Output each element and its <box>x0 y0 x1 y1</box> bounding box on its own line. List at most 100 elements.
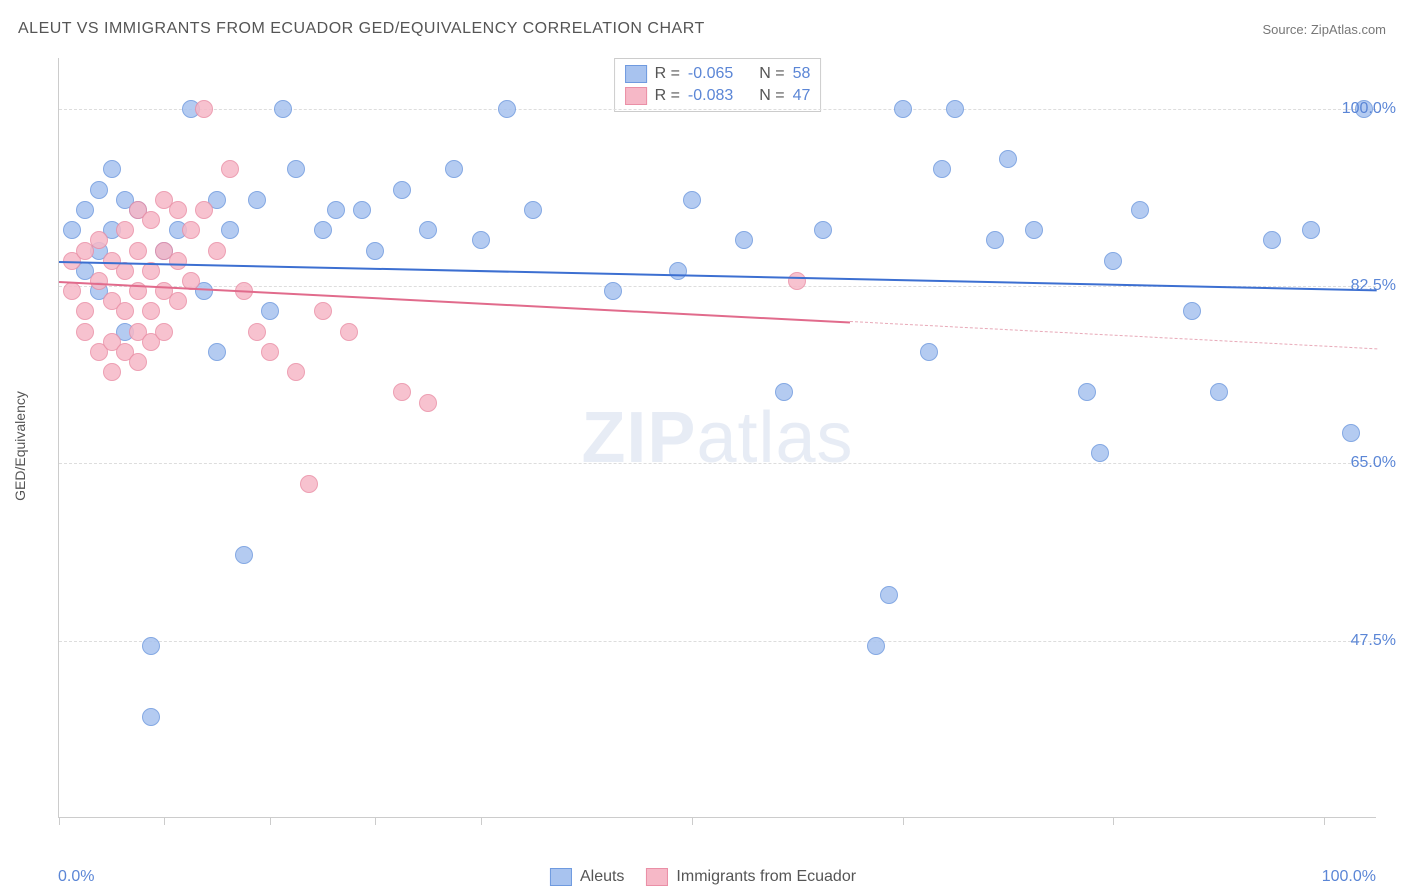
legend-swatch <box>550 868 572 886</box>
x-tick <box>481 817 482 825</box>
y-tick-label: 65.0% <box>1351 454 1396 472</box>
data-point <box>669 262 687 280</box>
data-point <box>788 272 806 290</box>
x-tick-label-min: 0.0% <box>58 868 94 886</box>
legend-swatch <box>646 868 668 886</box>
data-point <box>393 383 411 401</box>
data-point <box>894 100 912 118</box>
data-point <box>775 383 793 401</box>
legend-stat-row: R =-0.065N =58 <box>625 63 811 85</box>
watermark: ZIPatlas <box>581 397 853 479</box>
data-point <box>419 394 437 412</box>
legend-swatch <box>625 87 647 105</box>
data-point <box>169 252 187 270</box>
data-point <box>1302 221 1320 239</box>
x-tick <box>375 817 376 825</box>
watermark-rest: atlas <box>696 398 853 478</box>
r-value: -0.083 <box>688 87 733 105</box>
data-point <box>248 323 266 341</box>
data-point <box>129 353 147 371</box>
x-tick <box>164 817 165 825</box>
data-point <box>393 181 411 199</box>
data-point <box>999 150 1017 168</box>
x-tick-label-max: 100.0% <box>1322 868 1376 886</box>
data-point <box>1342 424 1360 442</box>
data-point <box>116 302 134 320</box>
data-point <box>274 100 292 118</box>
data-point <box>261 302 279 320</box>
x-tick <box>59 817 60 825</box>
data-point <box>208 343 226 361</box>
legend-stats: R =-0.065N =58R =-0.083N =47 <box>614 58 822 112</box>
legend-swatch <box>625 65 647 83</box>
data-point <box>604 282 622 300</box>
data-point <box>300 475 318 493</box>
data-point <box>116 221 134 239</box>
gridline <box>59 641 1376 642</box>
data-point <box>814 221 832 239</box>
data-point <box>498 100 516 118</box>
data-point <box>169 201 187 219</box>
data-point <box>142 211 160 229</box>
data-point <box>261 343 279 361</box>
data-point <box>986 231 1004 249</box>
watermark-bold: ZIP <box>581 398 696 478</box>
legend-series: Aleuts Immigrants from Ecuador <box>550 868 856 886</box>
data-point <box>63 282 81 300</box>
r-label: R = <box>655 65 680 83</box>
data-point <box>946 100 964 118</box>
data-point <box>340 323 358 341</box>
data-point <box>142 302 160 320</box>
legend-item: Aleuts <box>550 868 624 886</box>
data-point <box>419 221 437 239</box>
data-point <box>1078 383 1096 401</box>
n-value: 58 <box>793 65 811 83</box>
chart-container: ALEUT VS IMMIGRANTS FROM ECUADOR GED/EQU… <box>0 0 1406 892</box>
y-axis-label: GED/Equivalency <box>12 391 28 501</box>
data-point <box>103 363 121 381</box>
data-point <box>76 201 94 219</box>
data-point <box>195 100 213 118</box>
x-tick <box>1324 817 1325 825</box>
data-point <box>155 323 173 341</box>
y-tick-label: 47.5% <box>1351 632 1396 650</box>
legend-stat-row: R =-0.083N =47 <box>625 85 811 107</box>
data-point <box>63 221 81 239</box>
data-point <box>1104 252 1122 270</box>
legend-item: Immigrants from Ecuador <box>646 868 856 886</box>
x-tick <box>270 817 271 825</box>
data-point <box>169 292 187 310</box>
gridline <box>59 463 1376 464</box>
data-point <box>287 160 305 178</box>
data-point <box>129 242 147 260</box>
data-point <box>287 363 305 381</box>
data-point <box>76 323 94 341</box>
legend-label: Immigrants from Ecuador <box>676 868 856 886</box>
data-point <box>314 221 332 239</box>
chart-title: ALEUT VS IMMIGRANTS FROM ECUADOR GED/EQU… <box>18 20 705 38</box>
data-point <box>314 302 332 320</box>
data-point <box>182 221 200 239</box>
data-point <box>90 231 108 249</box>
data-point <box>920 343 938 361</box>
gridline <box>59 109 1376 110</box>
data-point <box>235 546 253 564</box>
data-point <box>221 160 239 178</box>
data-point <box>90 181 108 199</box>
data-point <box>208 242 226 260</box>
y-tick-label: 82.5% <box>1351 277 1396 295</box>
data-point <box>524 201 542 219</box>
data-point <box>327 201 345 219</box>
data-point <box>1263 231 1281 249</box>
data-point <box>195 201 213 219</box>
y-tick-label: 100.0% <box>1342 100 1396 118</box>
data-point <box>90 272 108 290</box>
r-value: -0.065 <box>688 65 733 83</box>
data-point <box>867 637 885 655</box>
data-point <box>933 160 951 178</box>
data-point <box>683 191 701 209</box>
data-point <box>76 302 94 320</box>
data-point <box>472 231 490 249</box>
data-point <box>880 586 898 604</box>
data-point <box>445 160 463 178</box>
